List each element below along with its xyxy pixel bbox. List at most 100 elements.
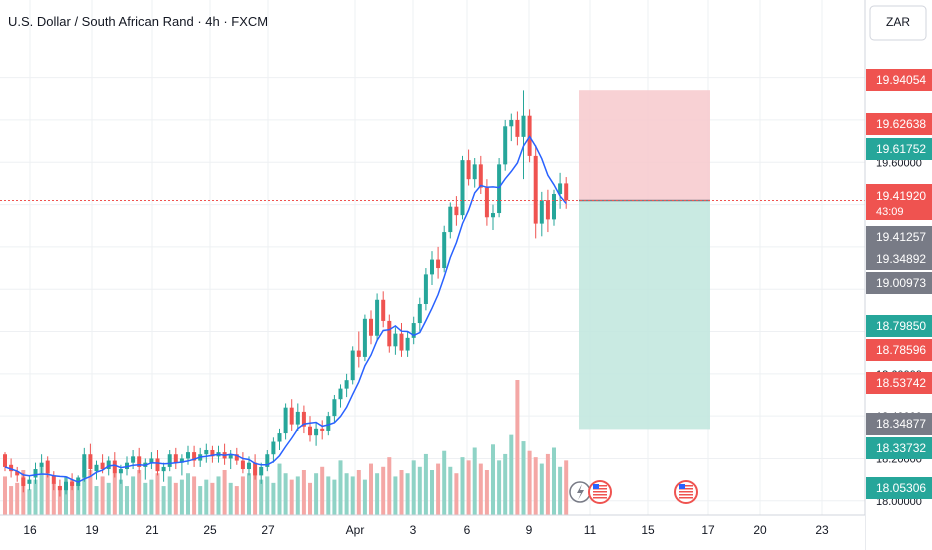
- candle[interactable]: [308, 416, 312, 442]
- candle-body: [3, 454, 7, 467]
- candle[interactable]: [454, 196, 459, 226]
- candle[interactable]: [515, 111, 520, 146]
- candle[interactable]: [88, 443, 93, 476]
- candle[interactable]: [466, 149, 471, 186]
- candle[interactable]: [143, 458, 148, 480]
- candle[interactable]: [509, 113, 514, 142]
- candle[interactable]: [503, 119, 508, 171]
- candle[interactable]: [283, 403, 288, 440]
- stop-loss-zone[interactable]: [579, 90, 710, 201]
- candle[interactable]: [320, 420, 325, 440]
- candle[interactable]: [399, 323, 404, 357]
- candle[interactable]: [381, 291, 386, 328]
- candle[interactable]: [228, 449, 233, 470]
- candle[interactable]: [442, 225, 447, 273]
- candle[interactable]: [405, 331, 410, 357]
- take-profit-zone[interactable]: [579, 200, 710, 430]
- candle[interactable]: [326, 411, 331, 436]
- volume-bar: [491, 444, 495, 515]
- candle[interactable]: [362, 314, 367, 362]
- candle[interactable]: [301, 405, 306, 434]
- volume-bar: [100, 476, 105, 515]
- volume-bar: [253, 466, 258, 515]
- volume-bar: [356, 470, 361, 515]
- price-label: 19.41257: [876, 230, 926, 244]
- candle[interactable]: [222, 443, 227, 465]
- candle[interactable]: [161, 462, 166, 482]
- candle[interactable]: [436, 246, 441, 279]
- candle[interactable]: [356, 331, 361, 368]
- volume-bar: [198, 486, 203, 515]
- candle[interactable]: [271, 437, 276, 463]
- candle[interactable]: [259, 462, 264, 484]
- candle[interactable]: [539, 191, 544, 237]
- candle[interactable]: [167, 449, 172, 472]
- candle[interactable]: [240, 452, 245, 474]
- candle[interactable]: [478, 155, 483, 194]
- volume-bar: [381, 466, 386, 515]
- candle[interactable]: [387, 314, 392, 353]
- candle[interactable]: [173, 447, 178, 470]
- candle[interactable]: [332, 394, 337, 423]
- candle[interactable]: [210, 445, 215, 463]
- candle[interactable]: [39, 454, 44, 474]
- candle[interactable]: [423, 268, 428, 311]
- candle[interactable]: [448, 202, 453, 239]
- candle[interactable]: [521, 90, 526, 180]
- volume-bar: [125, 486, 129, 515]
- candle[interactable]: [350, 346, 355, 385]
- candle[interactable]: [289, 399, 294, 431]
- flag-stripe: [593, 485, 607, 487]
- candle[interactable]: [204, 443, 209, 463]
- candle[interactable]: [533, 145, 538, 239]
- candle[interactable]: [234, 447, 239, 465]
- time-axis[interactable]: [0, 515, 865, 550]
- candle[interactable]: [491, 204, 495, 230]
- candle[interactable]: [94, 460, 99, 480]
- candle[interactable]: [149, 452, 154, 470]
- candle[interactable]: [393, 327, 398, 355]
- candle[interactable]: [552, 189, 556, 226]
- candle[interactable]: [369, 310, 373, 345]
- candle[interactable]: [564, 177, 569, 209]
- current-price-label: 19.41920: [876, 189, 926, 203]
- candle[interactable]: [186, 445, 190, 465]
- candle[interactable]: [411, 316, 416, 345]
- candle[interactable]: [51, 471, 56, 491]
- candle[interactable]: [15, 466, 20, 482]
- candle[interactable]: [21, 473, 26, 493]
- candle[interactable]: [295, 403, 300, 431]
- candle[interactable]: [460, 155, 465, 220]
- currency-box[interactable]: [869, 5, 927, 41]
- x-tick-label: Apr: [346, 523, 365, 537]
- candle[interactable]: [27, 475, 32, 491]
- candle[interactable]: [9, 458, 14, 478]
- candle[interactable]: [57, 479, 62, 497]
- candle-body: [454, 206, 459, 216]
- candle[interactable]: [314, 422, 319, 446]
- candle[interactable]: [64, 477, 68, 495]
- candle[interactable]: [558, 172, 563, 209]
- candle[interactable]: [375, 293, 380, 340]
- candle[interactable]: [338, 384, 343, 408]
- candle-body: [436, 259, 441, 269]
- price-label-bg: [866, 184, 932, 220]
- candle[interactable]: [137, 447, 142, 474]
- candle-body: [564, 183, 569, 201]
- candle[interactable]: [179, 454, 184, 476]
- candle[interactable]: [430, 251, 434, 285]
- price-label: 19.61752: [876, 142, 926, 156]
- candle[interactable]: [277, 428, 282, 450]
- candle[interactable]: [192, 445, 197, 467]
- candle[interactable]: [70, 473, 75, 491]
- candle[interactable]: [3, 452, 7, 472]
- candle[interactable]: [472, 158, 477, 188]
- candle[interactable]: [253, 454, 258, 480]
- candle[interactable]: [417, 297, 422, 332]
- candle[interactable]: [545, 189, 550, 233]
- candle[interactable]: [265, 449, 270, 472]
- candle[interactable]: [33, 462, 38, 484]
- candle[interactable]: [82, 447, 87, 482]
- candle[interactable]: [344, 373, 349, 398]
